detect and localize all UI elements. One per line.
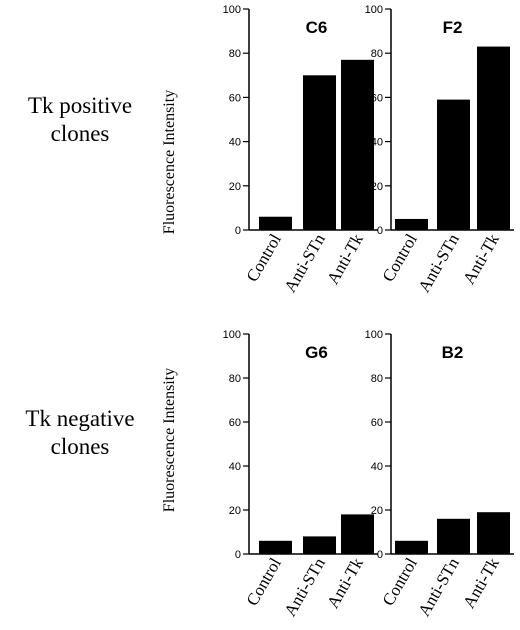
bar-control: [395, 540, 428, 554]
y-tick-label: 0: [235, 225, 241, 237]
y-tick-label: 0: [235, 549, 241, 561]
y-tick-label: 40: [229, 137, 241, 149]
y-axis-label: Fluorescence Intensity: [161, 368, 178, 512]
bar-anti-stn: [303, 536, 336, 554]
y-tick-label: 80: [371, 48, 383, 60]
y-tick-label: 60: [229, 417, 241, 429]
y-tick-label: 0: [377, 225, 383, 237]
y-tick-label: 60: [371, 417, 383, 429]
bar-anti-tk: [341, 514, 374, 554]
chart-title: G6: [305, 343, 328, 362]
bar-control: [259, 216, 292, 230]
bar-anti-tk: [341, 59, 374, 230]
bar-anti-stn: [437, 99, 470, 230]
y-tick-label: 80: [371, 373, 383, 385]
row-label-line: Tk negative: [25, 406, 135, 431]
y-axis-label: Fluorescence Intensity: [161, 90, 178, 234]
row-label-tk-negative: Tk negative clones: [0, 405, 160, 461]
y-tick-label: 20: [229, 181, 241, 193]
row-label-line: clones: [50, 434, 110, 459]
bar-anti-stn: [303, 75, 336, 230]
y-tick-label: 60: [371, 92, 383, 104]
bar-anti-tk: [477, 46, 510, 230]
y-tick-label: 100: [223, 329, 241, 341]
y-tick-label: 40: [229, 461, 241, 473]
y-tick-label: 20: [371, 505, 383, 517]
category-label: Anti-Tk: [459, 554, 503, 611]
bar-anti-tk: [477, 512, 510, 554]
y-tick-label: 60: [229, 92, 241, 104]
bar-control: [259, 540, 292, 554]
y-tick-label: 20: [229, 505, 241, 517]
y-tick-label: 100: [223, 4, 241, 16]
y-tick-label: 80: [229, 373, 241, 385]
y-tick-label: 20: [371, 181, 383, 193]
row-label-line: clones: [50, 121, 110, 146]
chart-title: F2: [443, 18, 463, 37]
y-tick-label: 100: [365, 4, 383, 16]
category-label: Anti-STn: [414, 554, 463, 620]
row-label-tk-positive: Tk positive clones: [0, 92, 160, 148]
bar-anti-stn: [437, 518, 470, 554]
y-tick-label: 0: [377, 549, 383, 561]
bar-control: [395, 218, 428, 230]
y-tick-label: 40: [371, 461, 383, 473]
y-tick-label: 80: [229, 48, 241, 60]
chart-title: C6: [306, 18, 328, 37]
chart-title: B2: [442, 343, 464, 362]
y-tick-label: 40: [371, 137, 383, 149]
y-tick-label: 100: [365, 329, 383, 341]
row-label-line: Tk positive: [27, 93, 133, 118]
category-label: Control: [379, 554, 422, 609]
